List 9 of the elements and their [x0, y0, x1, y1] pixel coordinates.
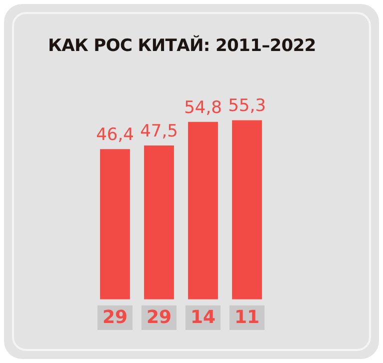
data-label: 47,5 [140, 121, 178, 142]
data-label: 54,8 [184, 98, 222, 118]
data-label: 55,3 [228, 96, 266, 116]
x-tick-label: 29 [102, 306, 128, 328]
x-tick-label: 11 [234, 306, 260, 328]
data-label: 46,4 [96, 124, 134, 145]
chart-title: КАК РОС КИТАЙ: 2011–2022 [48, 36, 316, 56]
x-tick-label: 29 [146, 306, 172, 328]
x-tick-label: 14 [190, 306, 216, 328]
